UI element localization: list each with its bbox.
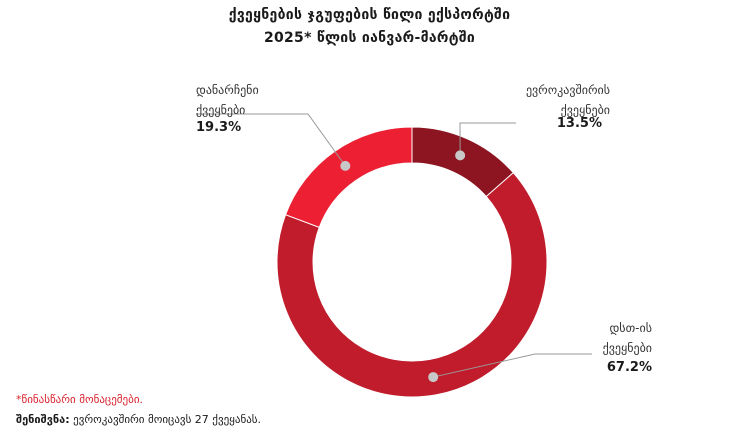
cis-leader-line bbox=[433, 353, 592, 378]
cis-label-line2: ქვეყნები bbox=[602, 341, 652, 355]
other-leader-dot bbox=[340, 160, 351, 171]
other-value-label: 19.3% bbox=[196, 120, 242, 135]
cis-label: დსთ-ის ქვეყნები bbox=[500, 318, 652, 358]
chart-title: ქვეყნების ჯგუფების წილი ექსპორტში bbox=[228, 7, 511, 23]
other-leader-line bbox=[196, 113, 346, 167]
eu-label-line1: ევროკავშირის bbox=[525, 83, 610, 97]
eu-label-line2: ქვეყნები bbox=[560, 103, 610, 117]
slice-other bbox=[284, 126, 413, 228]
footnote: *წინასწარი მონაცემები. bbox=[16, 393, 144, 406]
chart-subtitle: 2025* წლის იანვარ-მარტში bbox=[263, 30, 476, 46]
note: შენიშვნა: ევროკავშირი მოიცავს 27 ქვეყანა… bbox=[16, 413, 261, 426]
note-label: შენიშვნა: bbox=[16, 413, 70, 426]
eu-label: ევროკავშირის ქვეყნები bbox=[470, 80, 610, 120]
slice-cis bbox=[276, 172, 548, 398]
cis-leader-dot bbox=[428, 372, 439, 383]
eu-leader-dot bbox=[455, 150, 466, 161]
cis-value-label: 67.2% bbox=[606, 360, 652, 375]
note-text: ევროკავშირი მოიცავს 27 ქვეყანას. bbox=[69, 413, 262, 426]
eu-leader-line bbox=[459, 122, 516, 156]
eu-value-label: 13.5% bbox=[556, 116, 602, 131]
other-label: დანარჩენი ქვეყნები bbox=[196, 80, 259, 120]
other-label-line1: დანარჩენი bbox=[196, 83, 259, 97]
cis-label-line1: დსთ-ის bbox=[609, 321, 652, 335]
other-label-line2: ქვეყნები bbox=[196, 103, 246, 117]
